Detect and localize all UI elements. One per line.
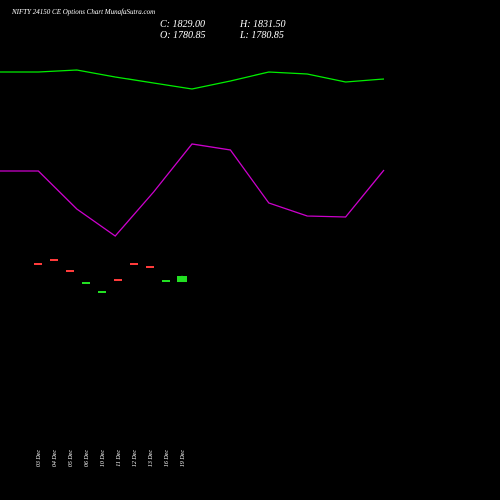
x-tick-label: 12 Dec: [132, 450, 138, 467]
x-tick-label: 19 Dec: [180, 450, 186, 467]
chart-title: NIFTY 24150 CE Options Chart MunafaSutra…: [11, 8, 155, 16]
candle-body: [177, 276, 187, 283]
candle-body: [34, 263, 42, 265]
x-tick-label: 10 Dec: [100, 450, 106, 467]
x-tick-label: 11 Dec: [116, 450, 122, 467]
x-tick-label: 06 Dec: [84, 450, 90, 467]
candle-body: [146, 266, 154, 268]
x-tick-label: 16 Dec: [164, 450, 170, 467]
candle-body: [50, 259, 58, 261]
candle-body: [98, 291, 106, 293]
candle-body: [66, 270, 74, 272]
low-label: L: 1780.85: [239, 30, 284, 41]
candle-body: [114, 279, 122, 281]
candle-body: [82, 282, 90, 284]
candle-body: [130, 263, 138, 265]
candle-body: [162, 280, 170, 282]
close-label: C: 1829.00: [160, 19, 205, 30]
high-label: H: 1831.50: [239, 19, 286, 30]
x-tick-label: 13 Dec: [148, 450, 154, 467]
x-tick-label: 04 Dec: [51, 450, 58, 467]
indicator-line: [0, 69, 385, 90]
x-tick-label: 03 Dec: [36, 450, 42, 467]
x-tick-label: 05 Dec: [68, 450, 74, 467]
open-label: O: 1780.85: [160, 30, 206, 41]
indicator-line: [0, 143, 385, 237]
